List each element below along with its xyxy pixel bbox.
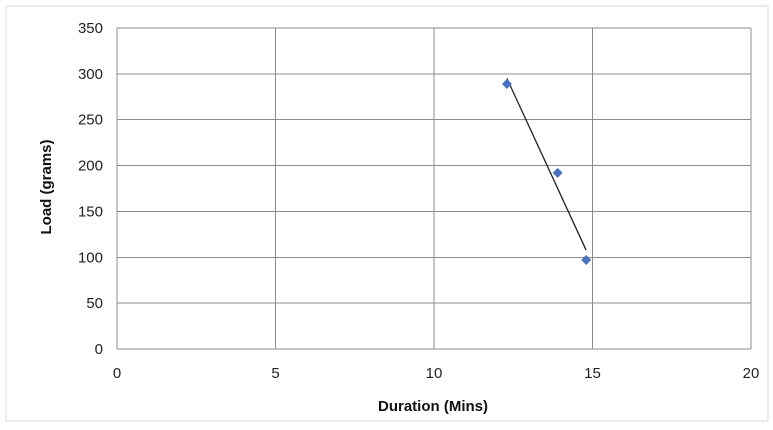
plot-area-border bbox=[5, 5, 769, 422]
trendline-group bbox=[506, 78, 587, 251]
x-tick-label: 15 bbox=[584, 365, 601, 382]
x-tick-label: 0 bbox=[113, 365, 121, 382]
x-tick-label: 10 bbox=[426, 365, 443, 382]
x-tick-label: 5 bbox=[271, 365, 279, 382]
y-tick-label: 150 bbox=[78, 203, 103, 220]
y-tick-labels: 0 50 100 150 200 250 300 350 bbox=[78, 20, 103, 358]
y-tick-label: 0 bbox=[95, 341, 103, 358]
x-tick-label: 20 bbox=[743, 365, 760, 382]
x-axis-title: Duration (Mins) bbox=[378, 398, 488, 415]
y-tick-label: 100 bbox=[78, 249, 103, 266]
y-tick-label: 50 bbox=[86, 295, 103, 312]
data-point-marker bbox=[581, 255, 592, 266]
data-point-marker bbox=[552, 167, 563, 178]
y-tick-label: 350 bbox=[78, 20, 103, 37]
x-tick-labels: 0 5 10 15 20 bbox=[113, 365, 760, 382]
y-tick-label: 200 bbox=[78, 158, 103, 175]
y-axis-title: Load (grams) bbox=[38, 139, 55, 234]
y-tick-label: 250 bbox=[78, 112, 103, 129]
y-tick-label: 300 bbox=[78, 66, 103, 83]
gridlines bbox=[116, 27, 752, 350]
data-point-marker bbox=[501, 78, 512, 89]
data-points bbox=[501, 78, 592, 266]
trendline bbox=[506, 78, 587, 251]
